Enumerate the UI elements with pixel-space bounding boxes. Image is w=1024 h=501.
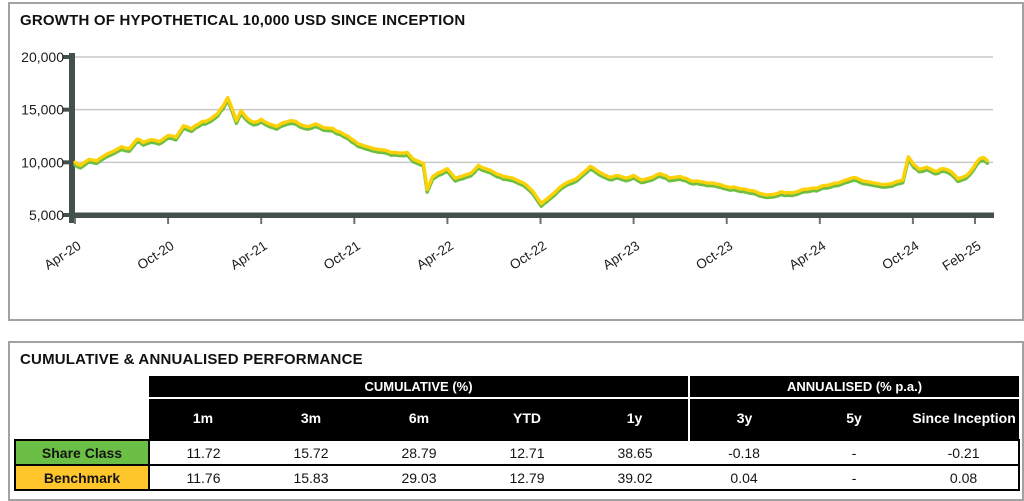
corner-cell [15, 376, 149, 398]
growth-line-chart: 20,000 15,000 10,000 5,000 Apr-20 Oct-20 Apr-2… [21, 49, 994, 274]
perf-cell: 0.08 [909, 464, 1021, 491]
perf-cell: 11.72 [149, 439, 257, 466]
y-tick-label: 20,000 [21, 49, 64, 65]
x-tick [353, 218, 356, 224]
x-tick [539, 218, 542, 224]
x-tick-label: Apr-20 [41, 238, 83, 273]
performance-title: CUMULATIVE & ANNUALISED PERFORMANCE [20, 351, 363, 368]
perf-cell: 12.71 [473, 439, 581, 466]
x-tick [260, 218, 263, 224]
perf-cell: 0.04 [689, 464, 800, 491]
performance-table: CUMULATIVE (%) ANNUALISED (% p.a.) 1m 3m… [14, 376, 1021, 491]
row-label-benchmark: Benchmark [14, 464, 150, 491]
perf-cell: 28.79 [365, 439, 473, 466]
x-tick-label: Feb-25 [940, 238, 984, 274]
perf-cell: - [799, 439, 910, 466]
x-tick [725, 218, 728, 224]
col-5y: 5y [799, 398, 910, 440]
corner-cell [15, 398, 149, 440]
x-tick [911, 218, 914, 224]
group-header-row: CUMULATIVE (%) ANNUALISED (% p.a.) [15, 376, 1020, 399]
perf-cell: -0.21 [909, 439, 1021, 466]
x-tick [818, 218, 821, 224]
x-tick-label: Oct-24 [879, 238, 922, 273]
y-tick [62, 213, 69, 217]
x-tick-label: Apr-22 [414, 238, 456, 273]
x-axis [69, 212, 994, 218]
perf-cell: 15.72 [257, 439, 365, 466]
perf-cell: 15.83 [257, 464, 365, 491]
y-tick [62, 55, 69, 59]
perf-cell: 11.76 [149, 464, 257, 491]
growth-chart-title: GROWTH OF HYPOTHETICAL 10,000 USD SINCE … [20, 12, 466, 29]
col-3y: 3y [688, 398, 800, 440]
col-1m: 1m [149, 398, 257, 440]
share-class-row: Share Class 11.72 15.72 28.79 12.71 38.6… [14, 439, 1021, 466]
growth-chart-panel: GROWTH OF HYPOTHETICAL 10,000 USD SINCE … [8, 2, 1024, 321]
x-tick [446, 218, 449, 224]
x-tick-label: Apr-21 [228, 238, 270, 273]
perf-cell: -0.18 [689, 439, 800, 466]
perf-cell: 39.02 [581, 464, 690, 491]
perf-cell: 12.79 [473, 464, 581, 491]
x-tick [632, 218, 635, 224]
x-tick [74, 218, 76, 224]
performance-panel: CUMULATIVE & ANNUALISED PERFORMANCE CUMU… [8, 341, 1024, 501]
y-tick [62, 160, 69, 165]
benchmark-row: Benchmark 11.76 15.83 29.03 12.79 39.02 … [14, 464, 1021, 491]
group-annualised: ANNUALISED (% p.a.) [688, 376, 1020, 399]
y-tick-label: 10,000 [21, 154, 64, 170]
y-tick-label: 5,000 [29, 207, 64, 223]
column-header-row: 1m 3m 6m YTD 1y 3y 5y Since Inception [15, 398, 1020, 440]
x-tick-label: Oct-20 [135, 238, 177, 273]
col-since-inception: Since Inception [909, 398, 1020, 440]
y-tick-label: 15,000 [21, 102, 64, 118]
y-axis [69, 53, 75, 223]
x-tick-label: Oct-22 [507, 238, 549, 273]
col-ytd: YTD [473, 398, 581, 440]
row-label-share-class: Share Class [14, 439, 150, 466]
x-tick-label: Apr-24 [786, 238, 829, 273]
x-tick-label: Oct-21 [321, 238, 363, 273]
x-tick-label: Oct-23 [693, 238, 735, 273]
perf-cell: 38.65 [581, 439, 690, 466]
perf-cell: - [799, 464, 910, 491]
share-class-line [73, 95, 990, 206]
x-tick [973, 218, 976, 224]
col-6m: 6m [365, 398, 473, 440]
col-3m: 3m [257, 398, 365, 440]
group-cumulative: CUMULATIVE (%) [149, 376, 690, 399]
perf-cell: 29.03 [365, 464, 473, 491]
col-1y: 1y [581, 398, 690, 440]
x-tick-label: Apr-23 [600, 238, 642, 273]
x-tick [167, 218, 170, 224]
y-tick [62, 107, 69, 112]
